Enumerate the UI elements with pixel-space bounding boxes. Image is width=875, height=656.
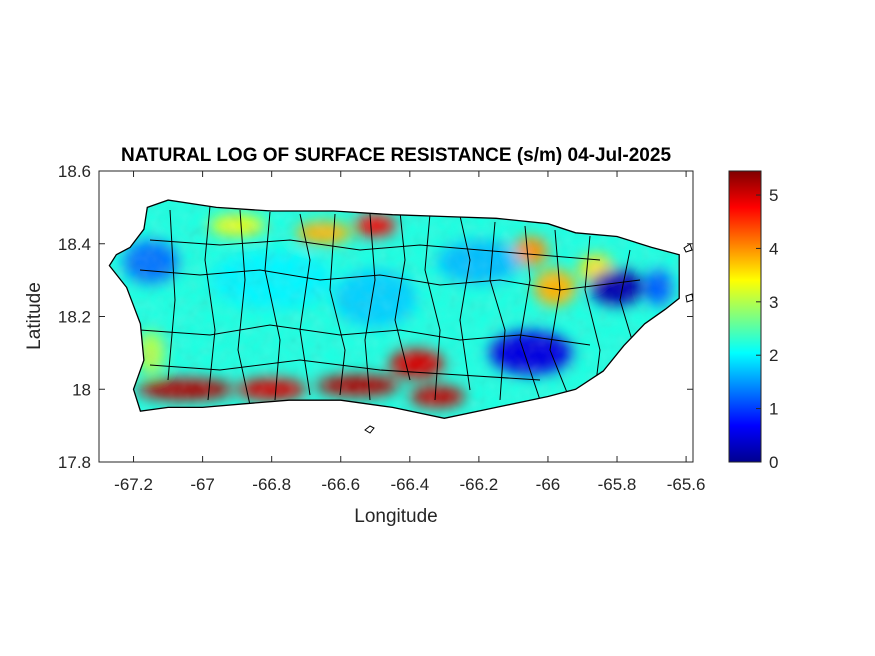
x-tick-label: -66.6 bbox=[321, 475, 360, 494]
x-axis-label: Longitude bbox=[354, 506, 437, 527]
x-tick-label: -66.8 bbox=[252, 475, 291, 494]
y-tick-label: 18 bbox=[72, 380, 91, 399]
islet-caja-de-muertos bbox=[364, 425, 375, 434]
colorbar-tick-label: 1 bbox=[769, 400, 778, 419]
island-outline bbox=[108, 199, 680, 419]
x-tick-label: -66 bbox=[536, 475, 561, 494]
x-tick-label: -67.2 bbox=[114, 475, 153, 494]
field-texture bbox=[109, 200, 680, 419]
y-tick-label: 18.6 bbox=[58, 162, 91, 181]
x-tick-label: -65.8 bbox=[598, 475, 637, 494]
municipality-borders bbox=[139, 205, 641, 406]
x-tick-label: -67 bbox=[190, 475, 215, 494]
colorbar-tick-label: 2 bbox=[769, 346, 778, 365]
map-title: NATURAL LOG OF SURFACE RESISTANCE (s/m) … bbox=[121, 145, 671, 166]
y-axis: 17.8 18 18.2 18.4 18.6 bbox=[58, 162, 693, 472]
colorbar-tick-label: 5 bbox=[769, 186, 778, 205]
islet-east-2 bbox=[685, 293, 694, 303]
y-tick-label: 18.4 bbox=[58, 235, 91, 254]
islet-east bbox=[683, 243, 693, 253]
y-tick-label: 18.2 bbox=[58, 308, 91, 327]
colorbar-tick-label: 4 bbox=[769, 239, 778, 258]
colorbar-tick-label: 3 bbox=[769, 293, 778, 312]
colorbar-ticks: 0 1 2 3 4 5 bbox=[756, 186, 778, 472]
colorbar-tick-label: 0 bbox=[769, 453, 778, 472]
resistance-field bbox=[109, 200, 680, 419]
colorbar bbox=[728, 170, 762, 463]
y-axis-label: Latitude bbox=[24, 282, 45, 350]
x-tick-label: -65.6 bbox=[667, 475, 706, 494]
y-tick-label: 17.8 bbox=[58, 453, 91, 472]
x-axis: -67.2 -67 -66.8 -66.6 -66.4 -66.2 -66 -65.8 -65.… bbox=[114, 171, 705, 494]
x-tick-label: -66.2 bbox=[460, 475, 499, 494]
x-tick-label: -66.4 bbox=[390, 475, 429, 494]
